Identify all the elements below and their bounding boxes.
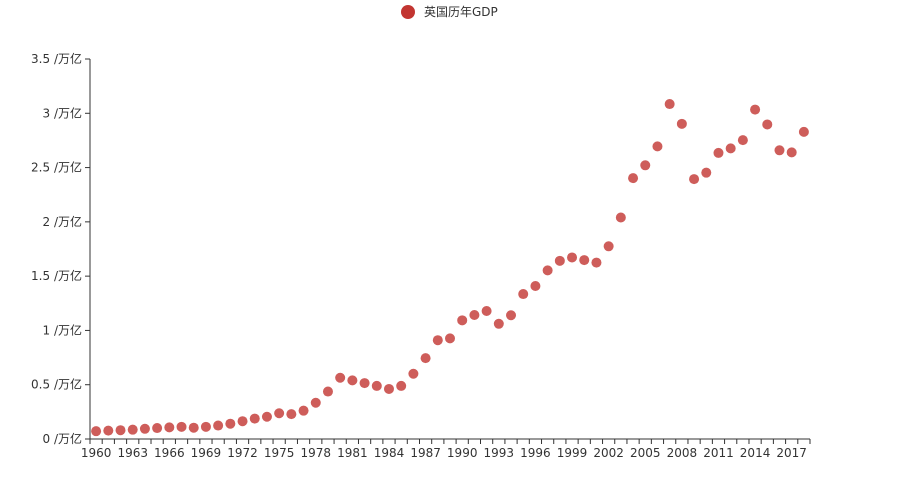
data-point-1962[interactable] <box>115 425 126 436</box>
data-point-2011[interactable] <box>713 147 724 158</box>
data-point-2003[interactable] <box>615 212 626 223</box>
y-tick-label: 3 /万亿 <box>43 105 83 120</box>
x-tick-label: 2005 <box>630 446 661 460</box>
data-point-1989[interactable] <box>445 333 455 344</box>
x-tick-label: 1960 <box>81 446 112 460</box>
data-point-2009[interactable] <box>689 174 700 185</box>
x-tick-label: 1993 <box>484 446 515 460</box>
data-point-1960[interactable] <box>91 426 102 437</box>
data-point-1990[interactable] <box>457 315 468 326</box>
data-point-1993[interactable] <box>493 318 504 329</box>
data-point-1987[interactable] <box>420 353 431 364</box>
data-point-1984[interactable] <box>383 383 394 394</box>
y-axis: 0 /万亿 0.5 /万亿 1 /万亿 1.5 /万亿 2 /万亿 2.5 /万亿 3 /万… <box>31 51 91 446</box>
data-point-1975[interactable] <box>274 408 285 419</box>
data-point-1980[interactable] <box>335 372 346 383</box>
x-tick-label: 2017 <box>776 446 807 460</box>
data-point-2006[interactable] <box>652 141 663 152</box>
x-tick-label: 1975 <box>264 446 295 460</box>
data-point-2002[interactable] <box>603 241 614 252</box>
data-point-1977[interactable] <box>298 405 309 416</box>
legend-marker-icon[interactable] <box>401 5 415 19</box>
x-tick-label: 1978 <box>300 446 331 460</box>
data-point-1973[interactable] <box>249 413 260 424</box>
data-point-1968[interactable] <box>188 422 199 433</box>
data-point-2010[interactable] <box>701 167 712 178</box>
data-point-2008[interactable] <box>676 118 687 129</box>
legend-label[interactable]: 英国历年GDP <box>424 5 498 19</box>
y-tick-label: 0 /万亿 <box>43 431 83 446</box>
data-point-2017[interactable] <box>786 147 797 158</box>
data-point-1974[interactable] <box>261 411 272 422</box>
data-point-1999[interactable] <box>567 252 578 263</box>
data-point-1963[interactable] <box>127 424 138 435</box>
data-point-1992[interactable] <box>481 305 492 316</box>
data-point-2016[interactable] <box>774 145 785 156</box>
data-point-1985[interactable] <box>396 380 407 391</box>
data-point-2000[interactable] <box>579 255 590 266</box>
x-tick-label: 1987 <box>410 446 441 460</box>
y-tick-label: 3.5 /万亿 <box>31 51 82 66</box>
data-point-1967[interactable] <box>176 421 187 432</box>
data-point-2004[interactable] <box>628 173 639 184</box>
x-tick-label: 1972 <box>227 446 258 460</box>
data-point-1969[interactable] <box>200 421 211 432</box>
data-point-1979[interactable] <box>322 386 333 397</box>
y-tick-label: 0.5 /万亿 <box>31 377 82 392</box>
data-point-2013[interactable] <box>737 135 748 146</box>
x-tick-label: 1969 <box>191 446 222 460</box>
data-point-2014[interactable] <box>750 104 761 115</box>
data-point-1971[interactable] <box>225 418 236 429</box>
data-point-2012[interactable] <box>725 143 736 154</box>
data-point-1978[interactable] <box>310 397 321 408</box>
data-point-1996[interactable] <box>530 281 541 292</box>
x-tick-label: 1966 <box>154 446 185 460</box>
legend[interactable]: 英国历年GDP <box>401 5 498 19</box>
x-tick-label: 2008 <box>667 446 698 460</box>
data-point-1995[interactable] <box>518 289 529 300</box>
data-point-1981[interactable] <box>347 375 358 386</box>
x-axis: 1960 1963 1966 1969 1972 1975 1978 1981 1984 1987… <box>81 438 811 460</box>
x-tick-label: 2002 <box>593 446 624 460</box>
x-tick-label: 1984 <box>374 446 405 460</box>
data-point-2001[interactable] <box>591 257 602 268</box>
data-point-1964[interactable] <box>139 423 150 434</box>
y-tick-label: 1 /万亿 <box>43 322 83 337</box>
data-point-1982[interactable] <box>359 378 370 389</box>
y-tick-label: 1.5 /万亿 <box>31 268 82 283</box>
x-tick-label: 2014 <box>740 446 771 460</box>
data-point-1988[interactable] <box>432 335 443 346</box>
data-point-1983[interactable] <box>371 380 382 391</box>
data-point-1961[interactable] <box>103 425 114 436</box>
data-point-1972[interactable] <box>237 416 248 427</box>
data-point-2005[interactable] <box>640 160 651 171</box>
data-point-2015[interactable] <box>762 119 773 130</box>
x-tick-label: 1963 <box>117 446 148 460</box>
x-tick-label: 2011 <box>703 446 734 460</box>
data-point-2018[interactable] <box>798 126 809 137</box>
data-point-2007[interactable] <box>664 99 675 110</box>
x-tick-label: 1999 <box>557 446 588 460</box>
data-point-1997[interactable] <box>542 265 553 276</box>
y-tick-label: 2.5 /万亿 <box>31 160 82 175</box>
data-point-1994[interactable] <box>506 310 517 321</box>
data-points <box>91 99 809 437</box>
data-point-1976[interactable] <box>286 409 297 420</box>
data-point-1965[interactable] <box>152 423 163 434</box>
data-point-1970[interactable] <box>213 420 224 431</box>
y-tick-label: 2 /万亿 <box>43 214 83 229</box>
x-tick-label: 1996 <box>520 446 551 460</box>
x-tick-label: 1981 <box>337 446 368 460</box>
data-point-1966[interactable] <box>164 422 175 433</box>
data-point-1998[interactable] <box>554 255 565 266</box>
x-tick-label: 1990 <box>447 446 478 460</box>
data-point-1986[interactable] <box>408 368 419 379</box>
data-point-1991[interactable] <box>469 310 480 321</box>
